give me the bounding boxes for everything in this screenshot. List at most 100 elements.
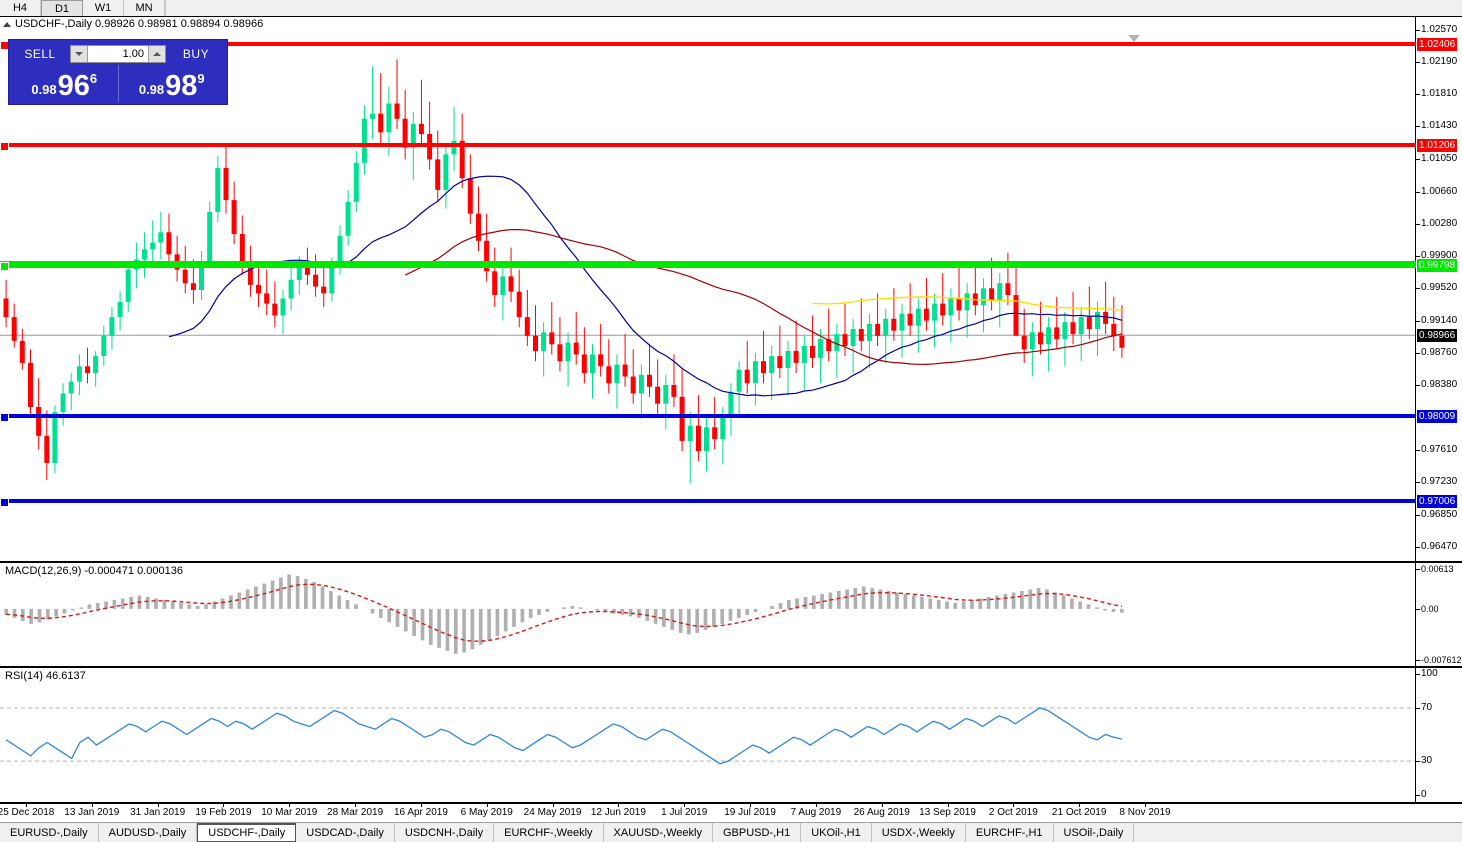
time-axis-label: 16 Apr 2019 <box>393 807 448 818</box>
one-click-trading-panel[interactable]: SELL 1.00 BUY 0.98 96 6 0.98 98 9 <box>8 39 228 105</box>
price-tick: 0.99900 <box>1416 250 1462 262</box>
time-axis-label: 24 May 2019 <box>523 807 582 818</box>
volume-increase-button[interactable] <box>148 45 165 62</box>
level-anchor-handle[interactable] <box>0 498 9 508</box>
price-tick: 0.96470 <box>1416 541 1462 553</box>
price-tag-pivot[interactable]: 0.99798 <box>1417 258 1458 272</box>
time-tick-mark <box>91 804 93 807</box>
chevron-down-icon <box>75 51 83 56</box>
volume-input[interactable]: 1.00 <box>122 47 144 60</box>
price-tick-label: 0.99140 <box>1421 314 1458 326</box>
chart-tab-eurusd--daily[interactable]: EURUSD-,Daily <box>0 823 99 842</box>
chart-tab-audusd--daily[interactable]: AUDUSD-,Daily <box>99 823 198 842</box>
chart-tab-eurchf--h1[interactable]: EURCHF-,H1 <box>966 823 1054 842</box>
period-label: D1 <box>54 2 70 15</box>
level-anchor-handle[interactable] <box>0 261 9 271</box>
level-line-pivot[interactable] <box>0 261 1416 271</box>
chart-tab-usoil--daily[interactable]: USOil-,Daily <box>1054 823 1135 842</box>
price-tag-resistance[interactable]: 1.01206 <box>1417 139 1458 153</box>
chart-tab-usdcad--daily[interactable]: USDCAD-,Daily <box>296 823 395 842</box>
rsi-plot-area[interactable] <box>0 668 1416 802</box>
sell-price[interactable]: 0.98 96 6 <box>11 65 118 102</box>
level-anchor-handle[interactable] <box>0 413 9 423</box>
tick-mark <box>1416 514 1420 516</box>
macd-tick: 0.00613 <box>1416 563 1462 575</box>
price-scale[interactable]: 1.02570 1.02190 1.01810 1.01430 1.01050 1.006… <box>1415 17 1462 561</box>
time-axis-label: 6 May 2019 <box>460 807 513 818</box>
price-plot-area[interactable] <box>0 17 1416 561</box>
buy-price[interactable]: 0.98 98 9 <box>117 65 226 102</box>
rsi-tick-label: 0 <box>1421 789 1427 800</box>
tick-mark <box>1416 158 1420 160</box>
rsi-tick-label: 30 <box>1421 755 1433 767</box>
sell-price-prefix: 0.98 <box>31 82 57 97</box>
period-toolbar: H4 D1 W1 MN <box>0 0 1462 17</box>
price-tick: 1.01810 <box>1416 88 1462 100</box>
chart-tab-usdx--weekly[interactable]: USDX-,Weekly <box>872 823 966 842</box>
price-tag-support[interactable]: 0.98009 <box>1417 410 1458 424</box>
chart-top-marker-icon <box>1128 35 1140 42</box>
rsi-tick: 70 <box>1416 702 1462 714</box>
chart-tab-gbpusd--h1[interactable]: GBPUSD-,H1 <box>713 823 802 842</box>
price-tag-current[interactable]: 0.98966 <box>1417 329 1458 343</box>
chart-tab-ukoil--h1[interactable]: UKOil-,H1 <box>801 823 872 842</box>
level-line-support-2[interactable] <box>0 498 1416 508</box>
period-button-mn[interactable]: MN <box>124 0 165 16</box>
level-anchor-handle[interactable] <box>0 142 9 152</box>
period-button-d1[interactable]: D1 <box>41 0 83 16</box>
time-axis-label: 13 Jan 2019 <box>64 807 120 818</box>
macd-pane[interactable]: MACD(12,26,9) -0.000471 0.000136 0.00613… <box>0 563 1462 668</box>
volume-stepper[interactable]: 1.00 <box>70 44 166 63</box>
level-line-support-1[interactable] <box>0 413 1416 423</box>
period-label: MN <box>135 2 153 14</box>
rsi-scale: 100 70 30 0 <box>1415 668 1462 802</box>
tick-mark <box>1416 352 1420 354</box>
rsi-tick: 100 <box>1416 668 1462 680</box>
time-axis-label: 25 Dec 2018 <box>0 807 55 818</box>
time-axis-label: 26 Aug 2019 <box>853 807 910 818</box>
price-tag-resistance[interactable]: 1.02406 <box>1417 37 1458 51</box>
chart-tab-xauusd--weekly[interactable]: XAUUSD-,Weekly <box>604 823 713 842</box>
tick-mark <box>1416 61 1420 63</box>
price-tick: 1.01050 <box>1416 153 1462 165</box>
price-tick-label: 0.96470 <box>1421 540 1458 552</box>
price-pane[interactable]: 1.02570 1.02190 1.01810 1.01430 1.01050 1.006… <box>0 17 1462 563</box>
price-tick-label: 0.99520 <box>1421 282 1458 294</box>
time-axis-label: 12 Jun 2019 <box>590 807 646 818</box>
tick-mark <box>1416 707 1420 709</box>
sell-button[interactable]: SELL <box>24 46 56 61</box>
chart-window[interactable]: USDCHF-,Daily 0.98926 0.98981 0.98894 0.… <box>0 16 1462 823</box>
chart-tab-eurchf--weekly[interactable]: EURCHF-,Weekly <box>494 823 604 842</box>
macd-plot-area[interactable] <box>0 563 1416 666</box>
rsi-line <box>0 707 1416 765</box>
time-tick-mark <box>26 804 27 807</box>
macd-tick-label: 0.00613 <box>1421 564 1454 574</box>
period-button-w1[interactable]: W1 <box>83 0 124 16</box>
volume-decrease-button[interactable] <box>71 45 88 62</box>
macd-tick-label: -0.007612 <box>1421 655 1462 665</box>
chart-tab-usdcnh--daily[interactable]: USDCNH-,Daily <box>395 823 495 842</box>
macd-scale: 0.00613 0.00 -0.007612 <box>1415 563 1462 666</box>
time-tick-mark <box>684 804 686 807</box>
price-tick-label: 1.01050 <box>1421 152 1458 164</box>
period-button-h4[interactable]: H4 <box>0 0 41 16</box>
price-tick-label: 0.97610 <box>1421 444 1458 456</box>
buy-button[interactable]: BUY <box>182 46 210 61</box>
chart-tab-bar[interactable]: EURUSD-,Daily AUDUSD-,Daily USDCHF-,Daily U… <box>0 822 1462 842</box>
price-tag-support[interactable]: 0.97006 <box>1417 495 1458 509</box>
price-tick-label: 1.00660 <box>1421 185 1458 197</box>
collapse-triangle-icon[interactable] <box>3 21 11 27</box>
price-candles <box>0 59 1416 484</box>
time-axis-label: 13 Sep 2019 <box>919 807 976 818</box>
tick-mark <box>1416 450 1420 452</box>
time-axis[interactable]: 25 Dec 2018 13 Jan 2019 31 Jan 2019 19 Feb … <box>0 803 1462 823</box>
time-tick-mark <box>552 804 554 807</box>
level-line-resistance-2[interactable] <box>0 142 1416 152</box>
time-tick-mark <box>618 804 620 807</box>
tick-mark <box>1416 29 1420 31</box>
tick-mark <box>1416 256 1420 258</box>
rsi-pane[interactable]: RSI(14) 46.6137 100 70 30 0 <box>0 668 1462 803</box>
tick-mark <box>1416 569 1420 570</box>
chart-tab-usdchf--daily[interactable]: USDCHF-,Daily <box>197 823 297 842</box>
trade-panel-quotes: 0.98 96 6 0.98 98 9 <box>9 64 227 104</box>
